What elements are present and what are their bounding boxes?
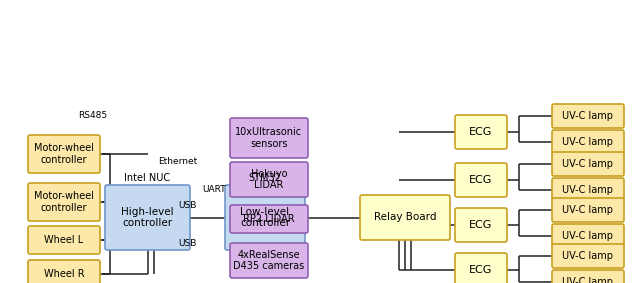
Text: Wheel L: Wheel L bbox=[44, 235, 84, 245]
FancyBboxPatch shape bbox=[455, 208, 507, 242]
Text: 10xUltrasonic
sensors: 10xUltrasonic sensors bbox=[236, 127, 303, 149]
FancyBboxPatch shape bbox=[230, 118, 308, 158]
Text: RP2 LIDAR: RP2 LIDAR bbox=[243, 214, 295, 224]
Text: UV-C lamp: UV-C lamp bbox=[563, 159, 614, 169]
Text: UV-C lamp: UV-C lamp bbox=[563, 251, 614, 261]
FancyBboxPatch shape bbox=[552, 130, 624, 154]
Text: Hokuyo
LIDAR: Hokuyo LIDAR bbox=[251, 169, 287, 190]
Text: UV-C lamp: UV-C lamp bbox=[563, 205, 614, 215]
Text: Intel NUC: Intel NUC bbox=[124, 173, 171, 183]
Text: Motor-wheel
controller: Motor-wheel controller bbox=[34, 143, 94, 165]
Text: High-level
controller: High-level controller bbox=[121, 207, 174, 228]
Text: UV-C lamp: UV-C lamp bbox=[563, 111, 614, 121]
Text: Wheel R: Wheel R bbox=[44, 269, 84, 279]
Text: 4xRealSense
D435 cameras: 4xRealSense D435 cameras bbox=[234, 250, 305, 271]
Text: RS485: RS485 bbox=[78, 110, 107, 119]
Text: UART: UART bbox=[202, 185, 226, 194]
Text: USB: USB bbox=[179, 239, 197, 248]
FancyBboxPatch shape bbox=[552, 104, 624, 128]
Text: UV-C lamp: UV-C lamp bbox=[563, 277, 614, 283]
FancyBboxPatch shape bbox=[28, 260, 100, 283]
FancyBboxPatch shape bbox=[455, 253, 507, 283]
Text: Ethernet: Ethernet bbox=[157, 158, 197, 166]
Text: ECG: ECG bbox=[469, 175, 493, 185]
Text: USB: USB bbox=[179, 200, 197, 209]
Text: Motor-wheel
controller: Motor-wheel controller bbox=[34, 191, 94, 213]
FancyBboxPatch shape bbox=[28, 135, 100, 173]
FancyBboxPatch shape bbox=[225, 185, 305, 250]
FancyBboxPatch shape bbox=[455, 163, 507, 197]
Text: UV-C lamp: UV-C lamp bbox=[563, 231, 614, 241]
Text: Low-level
controller: Low-level controller bbox=[240, 207, 290, 228]
Text: ECG: ECG bbox=[469, 127, 493, 137]
FancyBboxPatch shape bbox=[552, 224, 624, 248]
FancyBboxPatch shape bbox=[230, 205, 308, 233]
FancyBboxPatch shape bbox=[28, 183, 100, 221]
Text: ECG: ECG bbox=[469, 220, 493, 230]
Text: UV-C lamp: UV-C lamp bbox=[563, 185, 614, 195]
Text: UV-C lamp: UV-C lamp bbox=[563, 137, 614, 147]
FancyBboxPatch shape bbox=[105, 185, 190, 250]
FancyBboxPatch shape bbox=[28, 226, 100, 254]
FancyBboxPatch shape bbox=[552, 244, 624, 268]
FancyBboxPatch shape bbox=[230, 162, 308, 197]
FancyBboxPatch shape bbox=[455, 115, 507, 149]
FancyBboxPatch shape bbox=[552, 198, 624, 222]
FancyBboxPatch shape bbox=[230, 243, 308, 278]
FancyBboxPatch shape bbox=[360, 195, 450, 240]
FancyBboxPatch shape bbox=[552, 270, 624, 283]
Text: Relay Board: Relay Board bbox=[374, 213, 436, 222]
FancyBboxPatch shape bbox=[552, 152, 624, 176]
Text: STM32: STM32 bbox=[248, 173, 282, 183]
Text: ECG: ECG bbox=[469, 265, 493, 275]
FancyBboxPatch shape bbox=[552, 178, 624, 202]
